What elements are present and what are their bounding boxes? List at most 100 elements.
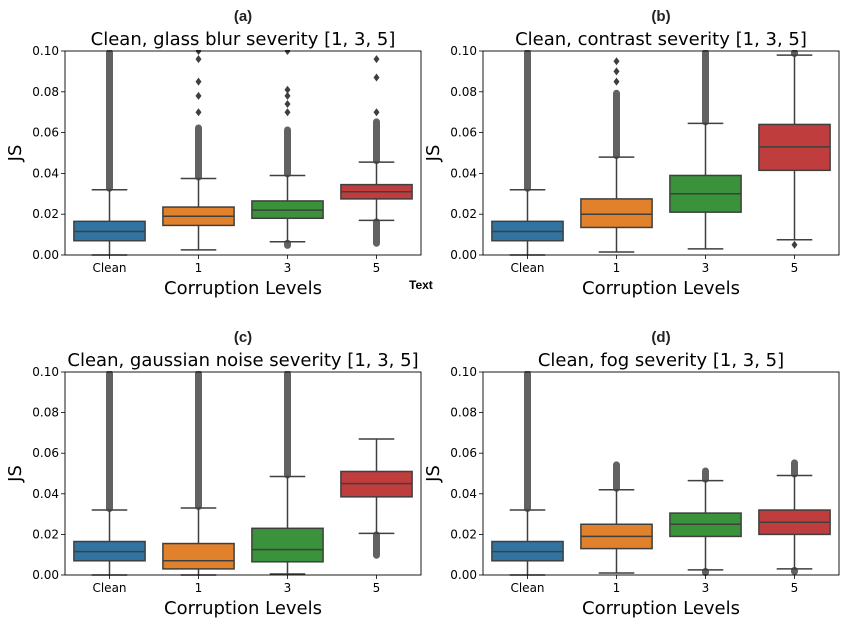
fliers-high [613,461,620,492]
x-tick-label: 3 [284,581,292,595]
chart-title: Clean, contrast severity [1, 3, 5] [515,29,807,50]
fliers-high [373,118,380,165]
y-tick-label: 0.02 [32,207,59,221]
y-tick-label: 0.04 [32,487,59,501]
flier-point [613,57,620,66]
x-axis-label: Corruption Levels [164,598,322,619]
flier-point [195,77,202,86]
fliers-high [702,467,709,483]
x-tick-label: Clean [510,581,544,595]
box-3 [251,50,324,249]
x-tick-label: 5 [791,261,799,275]
fliers-high [195,371,202,511]
box-3 [669,50,742,250]
fliers-high [284,371,291,479]
x-tick-label: 1 [195,581,203,595]
x-tick-label: 1 [613,581,621,595]
x-tick-label: Clean [92,261,126,275]
box-3 [251,371,324,575]
chart-title: Clean, gaussian noise severity [1, 3, 5] [67,350,418,371]
x-axis-label: Corruption Levels [164,278,322,299]
chart-title: Clean, glass blur severity [1, 3, 5] [91,29,396,50]
box-iqr [162,542,235,570]
fliers-low [373,218,380,247]
panel-label: (a) [234,8,252,25]
fliers-high [195,124,202,181]
y-tick-label: 0.10 [32,365,59,379]
box-clean [73,371,146,576]
box-5 [758,50,831,249]
flier-point [284,108,291,117]
x-tick-label: 3 [702,581,710,595]
x-axis-label: Corruption Levels [582,598,740,619]
panel-label: (c) [234,329,252,346]
flier-point [613,77,620,86]
axes-frame [482,50,840,256]
x-axis-label: Corruption Levels [582,278,740,299]
fliers-low [373,531,380,559]
flier-point [791,240,798,249]
x-tick-label: Clean [510,261,544,275]
y-tick-label: 0.10 [450,44,477,58]
y-axis-label: JS [423,145,444,163]
box-iqr [580,198,653,229]
flier-point [284,91,291,100]
y-tick-label: 0.04 [32,166,59,180]
box-iqr [251,527,324,563]
box-3 [669,467,742,576]
y-tick-label: 0.10 [32,44,59,58]
flier-point [284,85,291,94]
fliers-high [702,50,709,126]
box-clean [491,371,564,576]
y-tick-label: 0.00 [450,248,477,262]
axes-frame [64,50,422,256]
y-tick-label: 0.00 [32,568,59,582]
y-tick-label: 0.02 [450,527,477,541]
axes-frame [64,371,422,576]
axes-frame [482,371,840,576]
x-tick-label: 3 [284,261,292,275]
flier-point [373,108,380,117]
flier-point [613,67,620,76]
chart-panel-4: (d) Clean, fog severity [1, 3, 5] 0.00 0.02… [423,329,840,619]
x-tick-label: Clean [92,581,126,595]
x-tick-label: 1 [195,261,203,275]
panel-label: (b) [651,8,670,25]
fliers-high [284,126,291,178]
fliers-high [791,459,798,478]
box-1 [162,371,235,576]
y-tick-label: 0.06 [450,446,477,460]
flier-point [195,108,202,117]
y-tick-label: 0.08 [32,406,59,420]
fliers-high [524,371,531,513]
chart-panel-3: (c) Clean, gaussian noise severity [1, 3,… [5,329,422,619]
x-tick-label: 5 [791,581,799,595]
y-tick-label: 0.00 [450,568,477,582]
y-tick-label: 0.06 [450,126,477,140]
box-clean [491,50,564,256]
box-1 [580,461,653,574]
fliers-high [524,50,531,192]
chart-panel-1: (a) Clean, glass blur severity [1, 3, 5] 0… [5,8,422,299]
flier-point [373,73,380,82]
y-tick-label: 0.06 [32,126,59,140]
fliers-high [106,371,113,513]
y-tick-label: 0.10 [450,365,477,379]
y-tick-label: 0.04 [450,487,477,501]
x-tick-label: 5 [373,261,381,275]
plot-area [491,371,831,576]
box-5 [340,438,413,559]
y-tick-label: 0.04 [450,166,477,180]
panel-label: (d) [651,329,670,346]
chart-title: Clean, fog severity [1, 3, 5] [538,350,784,371]
box-1 [162,50,235,251]
box-5 [758,459,831,575]
x-tick-label: 1 [613,261,621,275]
y-tick-label: 0.02 [32,527,59,541]
y-tick-label: 0.06 [32,446,59,460]
flier-point [195,55,202,64]
box-5 [340,55,413,247]
y-tick-label: 0.08 [450,406,477,420]
y-axis-label: JS [5,465,26,483]
